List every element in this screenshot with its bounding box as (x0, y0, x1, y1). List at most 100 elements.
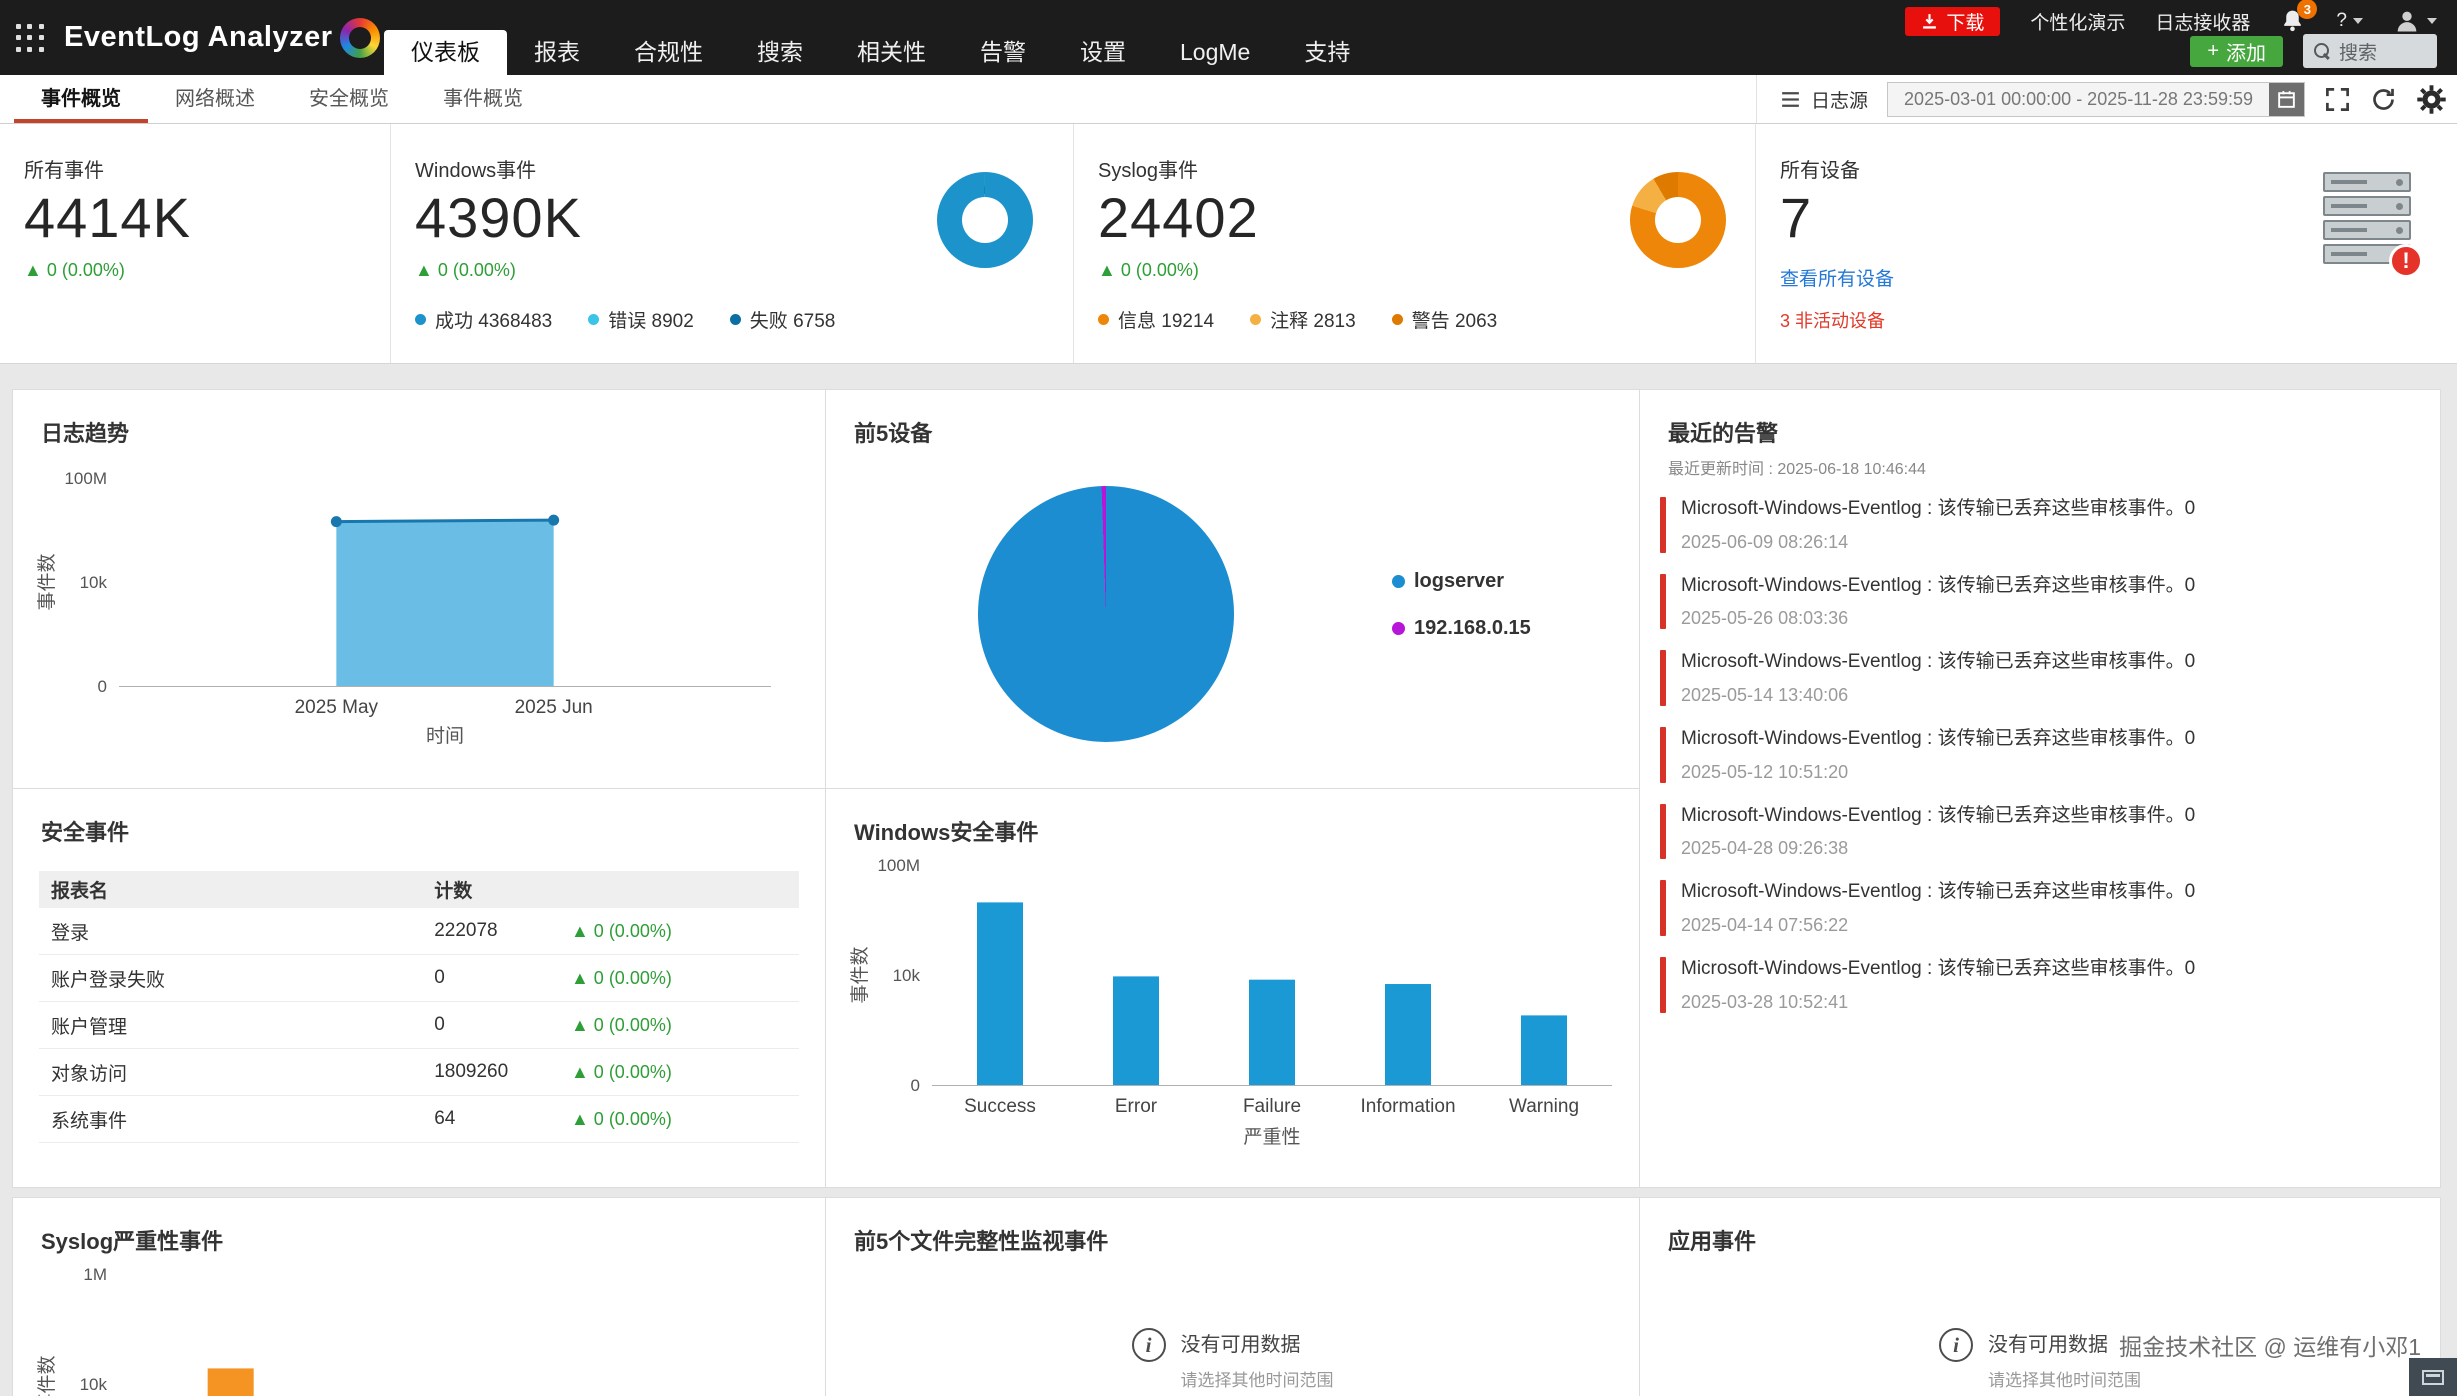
date-range-picker[interactable]: 2025-03-01 00:00:00 - 2025-11-28 23:59:5… (1887, 81, 2305, 117)
alert-item[interactable]: Microsoft-Windows-Eventlog : 该传输已丢弃这些审核事… (1660, 727, 2416, 783)
alert-list: Microsoft-Windows-Eventlog : 该传输已丢弃这些审核事… (1640, 479, 2440, 1013)
logo-swirl-icon (340, 17, 381, 58)
calendar-button[interactable] (2269, 82, 2304, 116)
bell-icon (2284, 10, 2302, 32)
legend-dot (729, 314, 741, 325)
svg-text:Warning: Warning (1509, 1096, 1579, 1117)
table-row[interactable]: 对象访问 1809260 ▲ 0 (0.00%) (39, 1049, 799, 1096)
log-trend-card: 日志趋势 0 10k 100M 2025 May 2025 Jun 时间 事件数 (12, 389, 826, 789)
pie-legend-item[interactable]: 192.168.0.15 (1392, 617, 1531, 640)
download-icon (1923, 13, 1937, 29)
alert-item[interactable]: Microsoft-Windows-Eventlog : 该传输已丢弃这些审核事… (1660, 803, 2416, 860)
refresh-button[interactable] (2370, 86, 2397, 113)
card-title: 最近的告警 (1668, 421, 1779, 446)
nav-item-7[interactable]: LogMe (1180, 39, 1251, 65)
svg-text:0: 0 (911, 1076, 920, 1095)
alert-timestamp: 2025-05-12 10:51:20 (1681, 761, 1849, 782)
nav-item-8[interactable]: 支持 (1304, 39, 1351, 65)
nav-item-6[interactable]: 设置 (1080, 39, 1126, 65)
alert-message: Microsoft-Windows-Eventlog : 该传输已丢弃这些审核事… (1681, 958, 2196, 980)
view-all-devices-link[interactable]: 查看所有设备 (1780, 269, 1895, 290)
alert-message: Microsoft-Windows-Eventlog : 该传输已丢弃这些审核事… (1681, 498, 2196, 519)
global-search-input[interactable]: 搜索 (2303, 34, 2437, 68)
console-quick-button[interactable] (2409, 1358, 2457, 1396)
notifications-button[interactable]: 3 (2280, 0, 2318, 34)
refresh-icon (2373, 88, 2394, 110)
alert-timestamp: 2025-06-09 08:26:14 (1681, 531, 1849, 552)
report-count: 0 (434, 967, 445, 988)
table-row[interactable]: 登录 222078 ▲ 0 (0.00%) (39, 908, 799, 955)
nav-item-3[interactable]: 搜索 (757, 39, 803, 65)
alert-timestamp: 2025-03-28 10:52:41 (1681, 991, 1849, 1012)
dashboard-toolbar: 事件概览 网络概述 安全概览 事件概览 日志源 2025-03-01 00:00:00… (0, 75, 2457, 124)
syslog-donut-chart (1630, 172, 1726, 268)
nav-item-0[interactable]: 仪表板 (384, 30, 507, 75)
alert-severity-bar (1660, 497, 1666, 553)
stat-value: 7 (1780, 186, 1813, 249)
alert-item[interactable]: Microsoft-Windows-Eventlog : 该传输已丢弃这些审核事… (1660, 957, 2416, 1013)
legend-dot (1392, 622, 1405, 635)
toolbar-right: 日志源 2025-03-01 00:00:00 - 2025-11-28 23:… (1756, 75, 2447, 123)
user-menu-button[interactable] (2393, 7, 2437, 35)
help-button[interactable]: ? (2336, 10, 2363, 32)
svg-text:100M: 100M (877, 856, 920, 875)
stat-value: 24402 (1098, 186, 1259, 249)
report-delta: ▲ 0 (0.00%) (570, 1014, 672, 1035)
add-button[interactable]: + 添加 (2190, 35, 2283, 67)
date-range-value: 2025-03-01 00:00:00 - 2025-11-28 23:59:5… (1904, 88, 2253, 109)
widget-settings-button[interactable] (2416, 84, 2447, 115)
apps-grid-icon[interactable] (16, 24, 45, 53)
alert-item[interactable]: Microsoft-Windows-Eventlog : 该传输已丢弃这些审核事… (1660, 650, 2416, 707)
stat-label: Windows事件 (415, 160, 537, 182)
nav-item-5[interactable]: 告警 (980, 39, 1026, 65)
security-events-card: 安全事件 报表名 计数 登录 222078 ▲ 0 (0.00%) 账户登录失败 0 ▲ … (12, 788, 826, 1188)
top-header: EventLog Analyzer 仪表板 报表 合规性 搜索 相关性 告警 设置 LogMe… (0, 0, 2457, 75)
table-header: 报表名 计数 (39, 871, 799, 908)
recent-alerts-card: 最近的告警 最近更新时间 : 2025-06-18 10:46:44 Micro… (1639, 389, 2441, 1188)
log-receiver-link[interactable]: 日志接收器 (2155, 12, 2251, 34)
search-icon (2314, 43, 2330, 59)
nav-item-1[interactable]: 报表 (534, 39, 580, 65)
svg-text:Error: Error (1115, 1096, 1158, 1117)
svg-text:时间: 时间 (426, 725, 464, 747)
log-trend-chart: 0 10k 100M 2025 May 2025 Jun 时间 事件数 (35, 460, 805, 760)
table-row[interactable]: 账户登录失败 0 ▲ 0 (0.00%) (39, 955, 799, 1002)
svg-text:10k: 10k (80, 573, 108, 592)
top5-legend: logserver 192.168.0.15 (1392, 570, 1531, 640)
security-events-table: 报表名 计数 登录 222078 ▲ 0 (0.00%) 账户登录失败 0 ▲ 0 (0.… (39, 871, 799, 1143)
legend-dot (1391, 314, 1403, 325)
alert-item[interactable]: Microsoft-Windows-Eventlog : 该传输已丢弃这些审核事… (1660, 880, 2416, 937)
personal-demo-link[interactable]: 个性化演示 (2030, 12, 2126, 34)
table-row[interactable]: 系统事件 64 ▲ 0 (0.00%) (39, 1096, 799, 1143)
report-name: 对象访问 (51, 1063, 128, 1085)
report-count: 222078 (434, 920, 498, 941)
alert-item[interactable]: Microsoft-Windows-Eventlog : 该传输已丢弃这些审核事… (1660, 573, 2416, 630)
dashboard-tab-0[interactable]: 事件概览 (14, 75, 148, 123)
card-title: Syslog严重性事件 (41, 1229, 224, 1254)
report-count: 0 (434, 1014, 445, 1035)
nav-item-4[interactable]: 相关性 (857, 39, 926, 65)
card-title: 日志趋势 (41, 421, 130, 446)
stat-value: 4390K (415, 186, 582, 249)
empty-subtitle: 请选择其他时间范围 (1180, 1371, 1334, 1390)
alert-timestamp: 2025-05-26 08:03:36 (1681, 608, 1849, 629)
windows-donut-chart (937, 172, 1033, 268)
nav-item-2[interactable]: 合规性 (634, 39, 703, 65)
table-row[interactable]: 账户管理 0 ▲ 0 (0.00%) (39, 1002, 799, 1049)
svg-text:事件数: 事件数 (36, 1355, 58, 1396)
alert-message: Microsoft-Windows-Eventlog : 该传输已丢弃这些审核事… (1681, 574, 2196, 596)
dashboard-tab-2[interactable]: 安全概览 (309, 88, 389, 110)
download-button[interactable]: 下载 (1905, 6, 2001, 36)
legend-item: 错误 8902 (588, 306, 694, 333)
fullscreen-button[interactable] (2324, 86, 2351, 113)
svg-text:0: 0 (98, 677, 107, 696)
log-source-selector[interactable]: 日志源 (1779, 86, 1868, 113)
svg-text:Success: Success (964, 1096, 1036, 1117)
alert-message: Microsoft-Windows-Eventlog : 该传输已丢弃这些审核事… (1681, 728, 2196, 750)
dashboard-tab-1[interactable]: 网络概述 (175, 88, 255, 110)
pie-legend-item[interactable]: logserver (1392, 570, 1531, 593)
plus-icon: + (2207, 39, 2219, 62)
alert-item[interactable]: Microsoft-Windows-Eventlog : 该传输已丢弃这些审核事… (1660, 497, 2416, 553)
alert-timestamp: 2025-05-14 13:40:06 (1681, 685, 1849, 706)
dashboard-tab-3[interactable]: 事件概览 (443, 88, 523, 110)
